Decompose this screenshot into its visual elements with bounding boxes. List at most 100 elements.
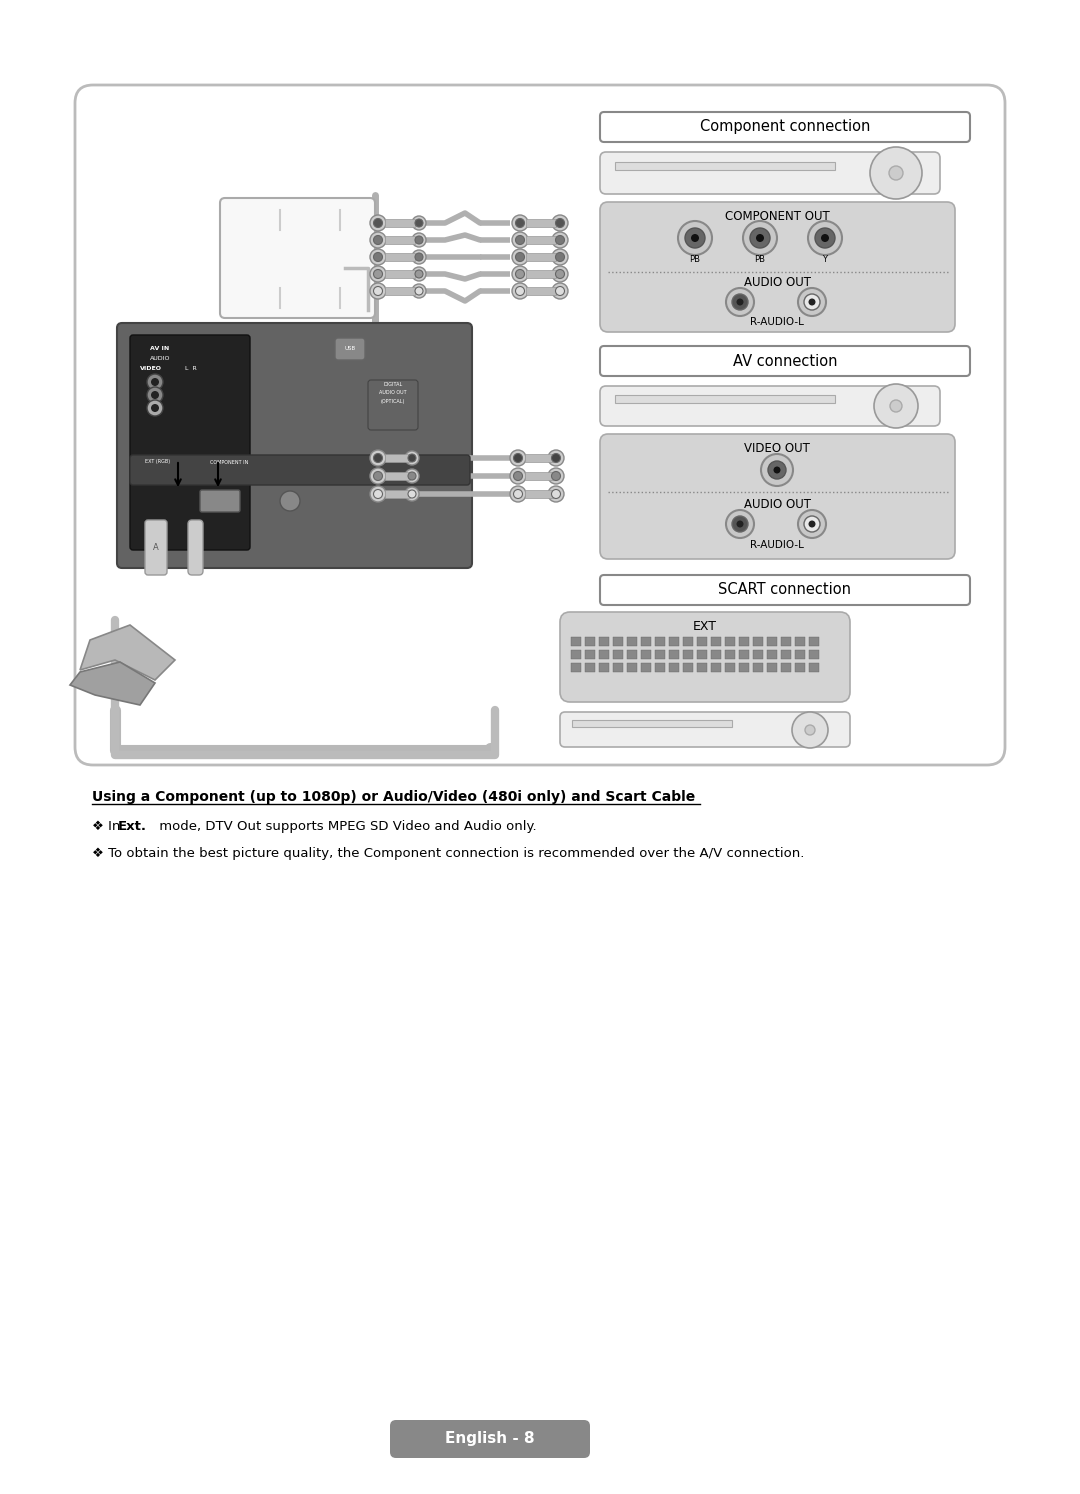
Circle shape xyxy=(737,520,743,527)
Text: AV IN: AV IN xyxy=(150,345,170,351)
FancyBboxPatch shape xyxy=(335,338,365,360)
Bar xyxy=(683,650,693,659)
Bar xyxy=(781,636,791,645)
Circle shape xyxy=(370,215,386,232)
Bar xyxy=(384,490,410,498)
Text: COMPONENT OUT: COMPONENT OUT xyxy=(725,211,829,224)
Circle shape xyxy=(552,266,568,282)
Circle shape xyxy=(726,288,754,317)
Text: ❖ In: ❖ In xyxy=(92,820,124,834)
Circle shape xyxy=(147,400,163,415)
Circle shape xyxy=(374,287,382,296)
FancyBboxPatch shape xyxy=(600,433,955,559)
Circle shape xyxy=(147,374,163,390)
Circle shape xyxy=(515,269,525,278)
Circle shape xyxy=(552,282,568,299)
Circle shape xyxy=(374,269,382,278)
Circle shape xyxy=(555,287,565,296)
Circle shape xyxy=(792,713,828,748)
Circle shape xyxy=(405,451,419,465)
FancyBboxPatch shape xyxy=(188,520,203,575)
Circle shape xyxy=(555,236,565,245)
Bar xyxy=(613,663,623,672)
Bar xyxy=(669,636,679,645)
Circle shape xyxy=(370,266,386,282)
Circle shape xyxy=(804,294,820,309)
Bar xyxy=(725,663,735,672)
Circle shape xyxy=(415,252,423,261)
FancyBboxPatch shape xyxy=(600,112,970,142)
Circle shape xyxy=(370,249,386,264)
Circle shape xyxy=(370,282,386,299)
Bar xyxy=(571,636,581,645)
Circle shape xyxy=(513,454,523,463)
Circle shape xyxy=(411,267,426,281)
Circle shape xyxy=(874,384,918,427)
Bar xyxy=(627,650,637,659)
Bar xyxy=(669,663,679,672)
FancyBboxPatch shape xyxy=(600,385,940,426)
Bar xyxy=(697,650,707,659)
Circle shape xyxy=(732,294,748,309)
Bar xyxy=(767,663,777,672)
Text: AUDIO OUT: AUDIO OUT xyxy=(743,276,810,290)
Bar xyxy=(585,663,595,672)
Circle shape xyxy=(415,287,423,294)
Bar xyxy=(795,650,805,659)
Circle shape xyxy=(513,490,523,499)
Circle shape xyxy=(890,400,902,412)
Circle shape xyxy=(370,232,386,248)
Circle shape xyxy=(685,229,705,248)
Circle shape xyxy=(798,509,826,538)
Circle shape xyxy=(374,454,382,463)
Circle shape xyxy=(548,468,564,484)
Bar xyxy=(615,394,835,403)
Text: A: A xyxy=(153,542,159,551)
Text: Ext.: Ext. xyxy=(118,820,147,834)
Circle shape xyxy=(552,232,568,248)
Bar xyxy=(809,650,819,659)
Polygon shape xyxy=(80,624,175,680)
FancyBboxPatch shape xyxy=(600,347,970,376)
Bar xyxy=(697,663,707,672)
Circle shape xyxy=(555,252,565,261)
Bar xyxy=(615,161,835,170)
Bar xyxy=(384,270,415,278)
Bar xyxy=(526,236,556,244)
Bar xyxy=(654,650,665,659)
Circle shape xyxy=(415,270,423,278)
Circle shape xyxy=(370,468,386,484)
Bar xyxy=(599,663,609,672)
Bar xyxy=(384,220,415,227)
Bar xyxy=(526,220,556,227)
Bar xyxy=(739,650,750,659)
Circle shape xyxy=(510,468,526,484)
Bar xyxy=(654,636,665,645)
Circle shape xyxy=(512,266,528,282)
Bar xyxy=(739,663,750,672)
Bar xyxy=(642,636,651,645)
Circle shape xyxy=(750,229,770,248)
Bar xyxy=(526,252,556,261)
Circle shape xyxy=(411,284,426,297)
Circle shape xyxy=(405,487,419,500)
FancyBboxPatch shape xyxy=(117,323,472,568)
Text: AUDIO OUT: AUDIO OUT xyxy=(379,390,407,396)
Circle shape xyxy=(555,218,565,227)
Bar xyxy=(711,636,721,645)
Circle shape xyxy=(552,472,561,481)
Bar xyxy=(781,663,791,672)
Circle shape xyxy=(515,236,525,245)
Circle shape xyxy=(408,454,416,462)
Circle shape xyxy=(870,146,922,199)
Text: Using a Component (up to 1080p) or Audio/Video (480i only) and Scart Cable: Using a Component (up to 1080p) or Audio… xyxy=(92,790,696,804)
FancyBboxPatch shape xyxy=(600,202,955,332)
Text: DIGITAL: DIGITAL xyxy=(383,382,403,387)
Text: AUDIO: AUDIO xyxy=(150,356,171,360)
Text: R-AUDIO-L: R-AUDIO-L xyxy=(751,539,804,550)
FancyBboxPatch shape xyxy=(75,85,1005,765)
Bar xyxy=(725,636,735,645)
Bar xyxy=(781,650,791,659)
Circle shape xyxy=(408,490,416,498)
Text: VIDEO: VIDEO xyxy=(140,366,162,371)
